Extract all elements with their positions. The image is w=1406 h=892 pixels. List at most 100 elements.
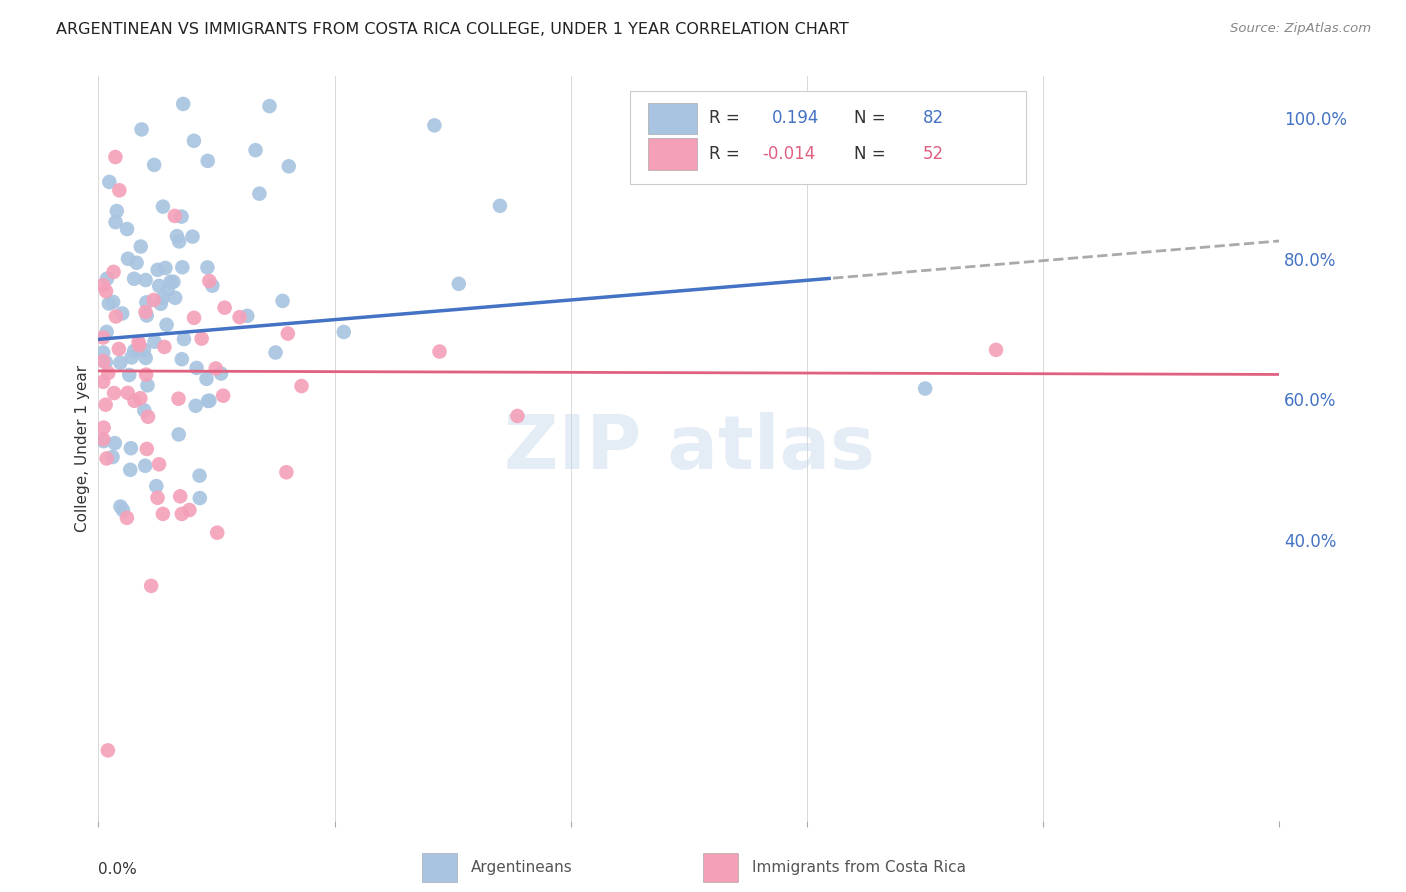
Point bbox=[93, 434, 115, 449]
Point bbox=[195, 372, 218, 386]
Point bbox=[134, 403, 156, 417]
Point bbox=[429, 344, 451, 359]
Y-axis label: College, Under 1 year: College, Under 1 year bbox=[75, 365, 90, 532]
Point bbox=[91, 330, 114, 344]
Point bbox=[186, 360, 208, 375]
Point bbox=[264, 345, 287, 359]
Point bbox=[167, 427, 190, 442]
Point bbox=[259, 99, 281, 113]
FancyBboxPatch shape bbox=[630, 91, 1025, 184]
Point bbox=[155, 318, 177, 332]
Point bbox=[984, 343, 1007, 357]
Point bbox=[96, 271, 118, 285]
Point bbox=[122, 272, 145, 286]
Point bbox=[205, 525, 228, 540]
Point bbox=[135, 442, 157, 456]
Point bbox=[188, 491, 211, 505]
Point bbox=[136, 378, 159, 392]
Point bbox=[172, 260, 194, 275]
Point bbox=[198, 393, 221, 408]
Point bbox=[135, 351, 157, 365]
Point bbox=[166, 229, 188, 244]
Point bbox=[96, 451, 118, 466]
Point bbox=[105, 204, 128, 219]
Point bbox=[128, 338, 150, 352]
Point bbox=[117, 252, 139, 266]
Point bbox=[125, 256, 148, 270]
Point bbox=[108, 342, 131, 356]
Point bbox=[167, 235, 190, 249]
Point bbox=[197, 153, 219, 168]
Text: N =: N = bbox=[855, 110, 886, 128]
Text: Source: ZipAtlas.com: Source: ZipAtlas.com bbox=[1230, 22, 1371, 36]
Point bbox=[271, 293, 294, 308]
Point bbox=[111, 503, 134, 517]
Text: 82: 82 bbox=[922, 110, 943, 128]
Point bbox=[228, 310, 250, 325]
Bar bbox=[703, 854, 738, 881]
Text: ARGENTINEAN VS IMMIGRANTS FROM COSTA RICA COLLEGE, UNDER 1 YEAR CORRELATION CHAR: ARGENTINEAN VS IMMIGRANTS FROM COSTA RIC… bbox=[56, 22, 849, 37]
Point bbox=[97, 366, 120, 380]
Text: R =: R = bbox=[709, 110, 745, 128]
Point bbox=[276, 465, 298, 479]
Point bbox=[190, 332, 212, 346]
Point bbox=[104, 436, 127, 450]
Point bbox=[169, 489, 191, 503]
Point bbox=[188, 468, 211, 483]
Point bbox=[94, 398, 117, 412]
Point bbox=[135, 309, 157, 323]
Point bbox=[129, 391, 152, 405]
Point bbox=[212, 389, 235, 403]
Point bbox=[163, 209, 186, 223]
Point bbox=[131, 122, 153, 136]
Point bbox=[120, 441, 142, 455]
Point bbox=[103, 386, 125, 401]
Point bbox=[170, 352, 193, 367]
Point bbox=[91, 345, 114, 359]
Text: 0.0%: 0.0% bbox=[98, 862, 138, 877]
Point bbox=[179, 503, 201, 517]
Point bbox=[135, 368, 157, 382]
Point bbox=[91, 354, 114, 368]
FancyBboxPatch shape bbox=[648, 138, 697, 169]
Point bbox=[101, 294, 124, 309]
Point bbox=[152, 291, 174, 305]
Point bbox=[149, 297, 172, 311]
Point bbox=[197, 394, 219, 409]
Point bbox=[91, 278, 114, 293]
Point bbox=[173, 332, 195, 346]
Point bbox=[146, 263, 169, 277]
Text: N =: N = bbox=[855, 145, 886, 163]
Text: R =: R = bbox=[709, 145, 745, 163]
Point bbox=[170, 507, 193, 521]
Point bbox=[132, 343, 155, 357]
Point bbox=[152, 200, 174, 214]
Point bbox=[104, 150, 127, 164]
Point bbox=[97, 743, 120, 757]
Point bbox=[153, 340, 176, 354]
Point bbox=[197, 260, 219, 275]
Point bbox=[162, 275, 184, 289]
Text: ZIP atlas: ZIP atlas bbox=[503, 412, 875, 484]
Point bbox=[333, 325, 356, 339]
Point bbox=[165, 291, 187, 305]
Point bbox=[134, 458, 156, 473]
Point bbox=[136, 409, 159, 424]
Point bbox=[103, 265, 125, 279]
Bar bbox=[422, 854, 457, 881]
Point bbox=[94, 355, 117, 369]
Point bbox=[94, 284, 117, 298]
Point bbox=[184, 399, 207, 413]
Point bbox=[148, 458, 170, 472]
Point bbox=[110, 500, 132, 514]
Point bbox=[146, 491, 169, 505]
Point bbox=[914, 382, 936, 396]
Point bbox=[245, 143, 267, 157]
Point bbox=[115, 222, 138, 236]
Point bbox=[148, 278, 170, 293]
Point bbox=[98, 175, 121, 189]
Point bbox=[135, 295, 157, 310]
Point bbox=[145, 479, 167, 493]
Text: 52: 52 bbox=[922, 145, 943, 163]
Point bbox=[142, 293, 165, 307]
